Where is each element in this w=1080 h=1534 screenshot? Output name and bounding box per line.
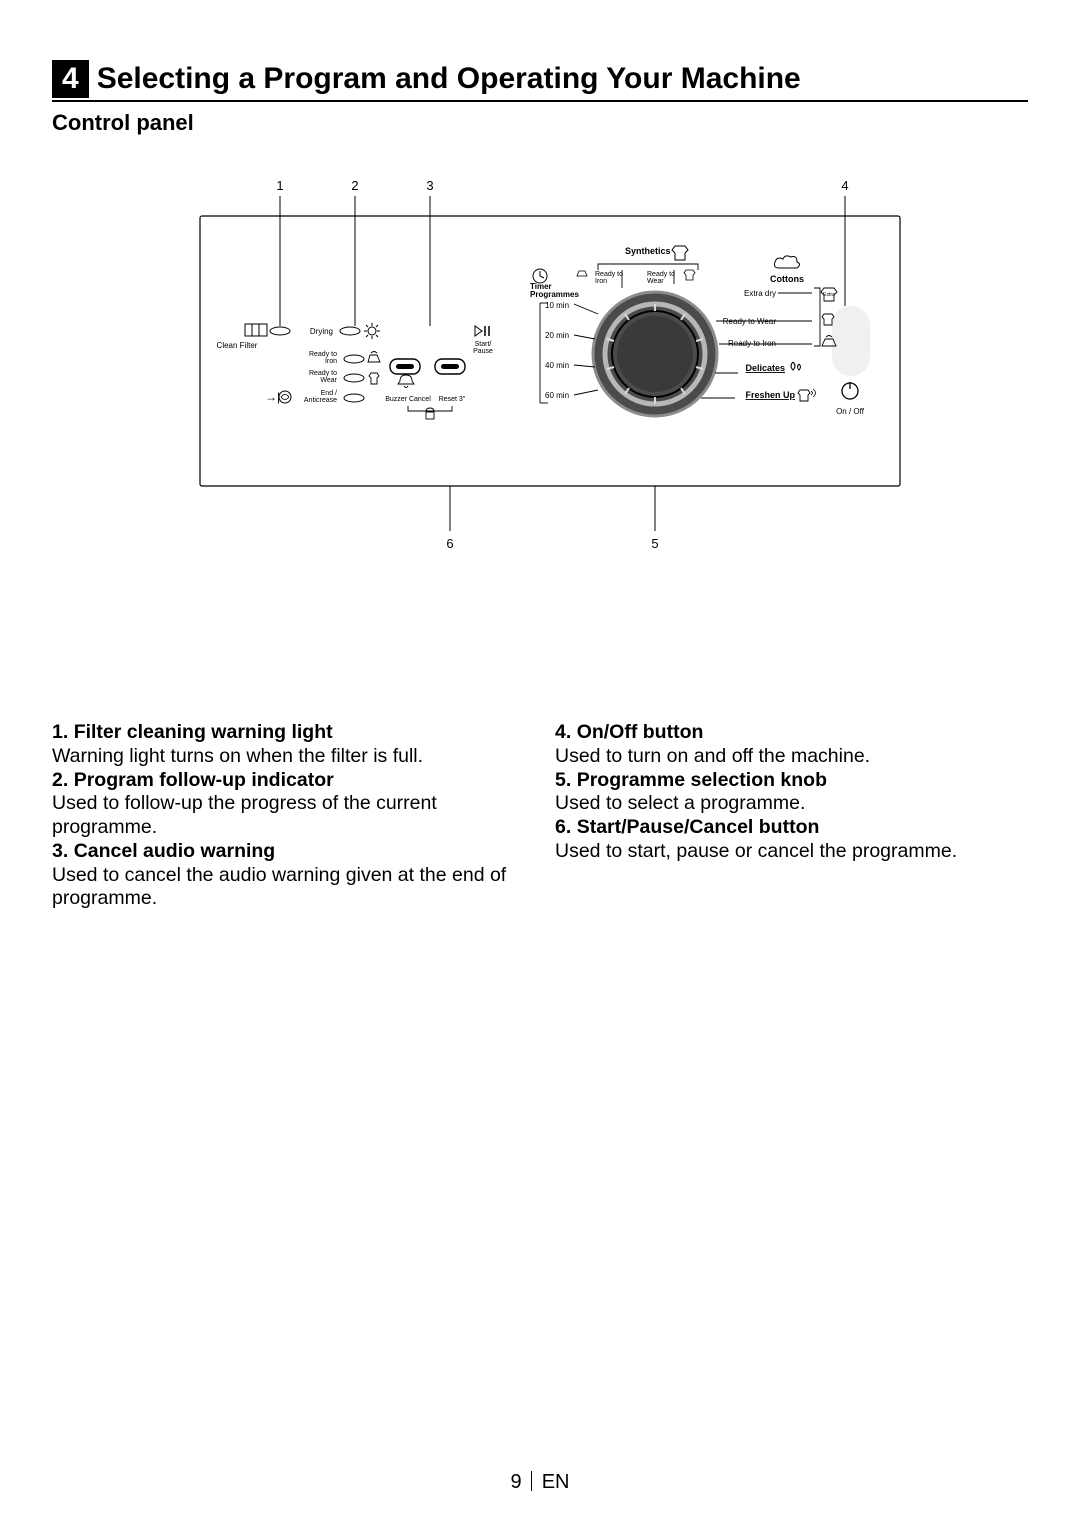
label-ready-wear: Ready toWear bbox=[309, 370, 338, 384]
label-extradry: Extra dry bbox=[744, 289, 776, 298]
subheading: Control panel bbox=[52, 110, 1028, 136]
callout-4: 4 bbox=[841, 178, 848, 193]
callout-1: 1 bbox=[276, 178, 283, 193]
legend-desc: Used to turn on and off the machine. bbox=[555, 745, 870, 767]
section-title: Selecting a Program and Operating Your M… bbox=[97, 62, 801, 96]
legend-title: 2. Program follow-up indicator bbox=[52, 769, 334, 791]
label-ready-iron: Ready toIron bbox=[309, 351, 337, 365]
label-syn-wear: Ready toWear bbox=[647, 271, 675, 285]
label-buzzer: Buzzer Cancel bbox=[385, 396, 431, 403]
label-delicates: Delicates bbox=[745, 363, 785, 373]
svg-text:Extra: Extra bbox=[823, 292, 835, 298]
legend-desc: Used to follow-up the progress of the cu… bbox=[52, 792, 437, 838]
svg-text:→|: →| bbox=[265, 390, 280, 404]
label-rwear: Ready to Wear bbox=[723, 317, 777, 326]
label-synthetics: Synthetics bbox=[625, 246, 671, 256]
legend-title: 4. On/Off button bbox=[555, 721, 703, 743]
label-start: Start/Pause bbox=[473, 341, 493, 355]
label-onoff: On / Off bbox=[836, 407, 865, 416]
legend-desc: Used to cancel the audio warning given a… bbox=[52, 864, 506, 910]
legend-title: 6. Start/Pause/Cancel button bbox=[555, 816, 819, 838]
label-reset: Reset 3" bbox=[439, 396, 466, 403]
label-clean-filter: Clean Filter bbox=[217, 341, 258, 350]
label-freshen: Freshen Up bbox=[745, 390, 795, 400]
control-panel-diagram: 1 2 3 4 Clean Filter Drying bbox=[150, 176, 930, 561]
legend-title: 3. Cancel audio warning bbox=[52, 840, 275, 862]
section-number: 4 bbox=[52, 60, 89, 98]
label-20: 20 min bbox=[545, 331, 569, 340]
callout-2: 2 bbox=[351, 178, 358, 193]
diagram-svg: 1 2 3 4 Clean Filter Drying bbox=[150, 176, 930, 556]
legend-title: 5. Programme selection knob bbox=[555, 769, 827, 791]
section-heading: 4 Selecting a Program and Operating Your… bbox=[52, 60, 1028, 102]
callout-6: 6 bbox=[446, 536, 453, 551]
legend-columns: 1. Filter cleaning warning lightWarning … bbox=[52, 721, 1028, 911]
label-10: 10 min bbox=[545, 301, 569, 310]
page-number: 9 bbox=[510, 1471, 521, 1493]
label-drying: Drying bbox=[310, 327, 333, 336]
legend-title: 1. Filter cleaning warning light bbox=[52, 721, 333, 743]
label-timer-prog: TimerProgrammes bbox=[530, 282, 579, 299]
label-end-anti: End /Anticrease bbox=[304, 390, 337, 404]
label-cottons: Cottons bbox=[770, 274, 804, 284]
label-riron: Ready to Iron bbox=[728, 339, 776, 348]
page-footer: 9 EN bbox=[52, 1471, 1028, 1494]
callout-3: 3 bbox=[426, 178, 433, 193]
legend-left: 1. Filter cleaning warning lightWarning … bbox=[52, 721, 525, 911]
legend-right: 4. On/Off buttonUsed to turn on and off … bbox=[555, 721, 1028, 911]
page-lang: EN bbox=[542, 1471, 570, 1493]
label-40: 40 min bbox=[545, 361, 569, 370]
legend-desc: Used to start, pause or cancel the progr… bbox=[555, 840, 957, 862]
label-60: 60 min bbox=[545, 391, 569, 400]
legend-desc: Used to select a programme. bbox=[555, 792, 805, 814]
callout-5: 5 bbox=[651, 536, 658, 551]
legend-desc: Warning light turns on when the filter i… bbox=[52, 745, 423, 767]
label-syn-iron: Ready toIron bbox=[595, 271, 623, 285]
